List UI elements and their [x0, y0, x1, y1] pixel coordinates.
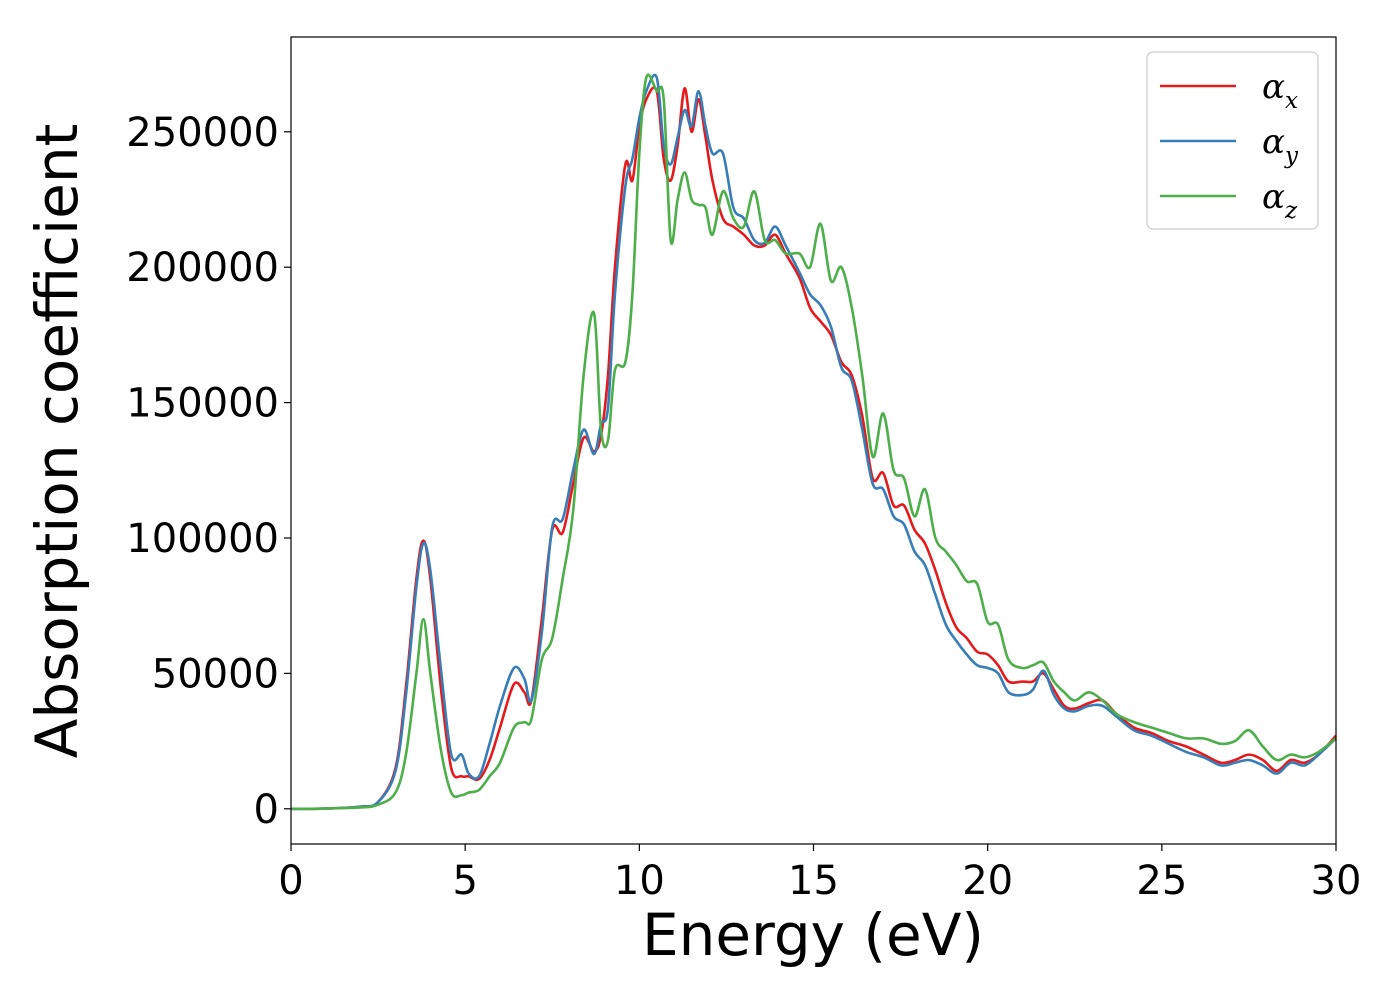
series-line-1: [290, 86, 1337, 811]
legend-label-3: αz: [1262, 177, 1298, 224]
y-tick-label: 0: [254, 787, 279, 833]
y-tick-label: 250000: [126, 110, 279, 156]
legend-items: αx αy αz: [1160, 67, 1299, 224]
y-axis-label: Absorption coefficient: [23, 124, 91, 759]
x-tick-label: 25: [1136, 858, 1187, 904]
x-tick-label: 20: [962, 858, 1013, 904]
series-line-3: [290, 73, 1337, 811]
x-tick-label: 15: [788, 858, 839, 904]
y-tick-label: 200000: [126, 245, 279, 291]
x-tick-label: 0: [278, 858, 303, 904]
x-tick-label: 30: [1311, 858, 1362, 904]
y-tick-label: 150000: [126, 381, 279, 427]
y-tick-label: 100000: [126, 516, 279, 562]
series-layer: [290, 73, 1337, 811]
y-axis-ticks: 0 50000 100000 150000 200000 250000: [126, 110, 291, 833]
legend-label-2: αy: [1262, 122, 1299, 169]
x-tick-label: 5: [452, 858, 477, 904]
legend-label-1: αx: [1262, 67, 1298, 114]
x-tick-label: 10: [614, 858, 665, 904]
x-axis-ticks: 0 5 10 15 20 25 30: [278, 844, 1361, 904]
legend: αx αy αz: [1146, 51, 1319, 230]
y-tick-label: 50000: [152, 651, 279, 697]
series-line-2: [290, 73, 1337, 811]
x-axis-label: Energy (eV): [642, 901, 984, 969]
